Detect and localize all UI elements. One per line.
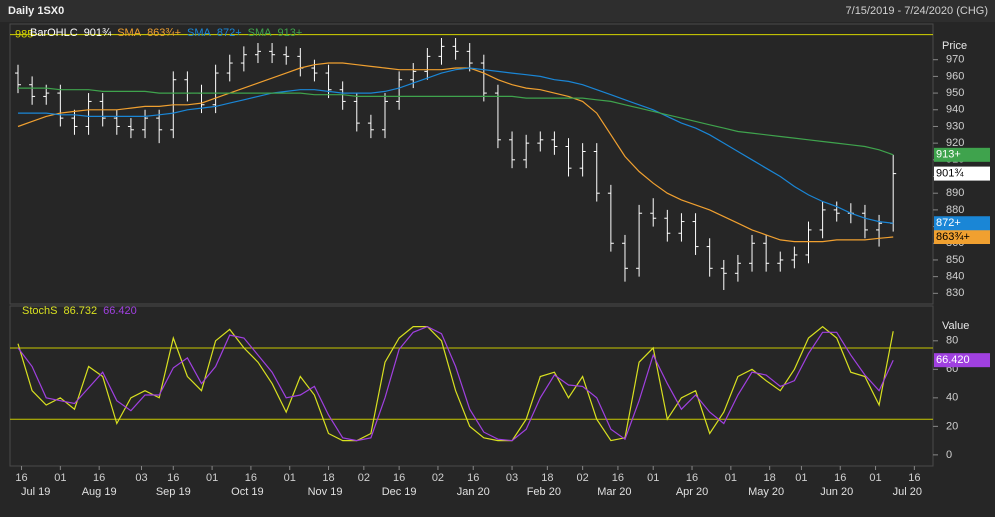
- month-label: Sep 19: [156, 486, 191, 498]
- level-label: 985: [15, 29, 33, 41]
- legend-entry: 66.420: [103, 305, 137, 317]
- x-tick-label: 01: [284, 472, 296, 484]
- x-tick-label: 02: [577, 472, 589, 484]
- legend-entry: 872+: [217, 27, 242, 39]
- date-range: 7/15/2019 - 7/24/2020 (CHG): [846, 5, 988, 17]
- x-tick-label: 16: [93, 472, 105, 484]
- legend-entry: SMA: [187, 27, 212, 39]
- y-tick-label: 890: [946, 187, 964, 199]
- price-tag-label: 913+: [936, 149, 961, 161]
- x-tick-label: 16: [834, 472, 846, 484]
- x-tick-label: 03: [506, 472, 518, 484]
- axis-title: Price: [942, 40, 967, 52]
- line: [18, 87, 894, 156]
- y-tick-label: 970: [946, 54, 964, 66]
- y-tick-label: 920: [946, 137, 964, 149]
- y-tick-label: 80: [946, 335, 958, 347]
- x-tick-label: 01: [206, 472, 218, 484]
- x-tick-label: 16: [15, 472, 27, 484]
- month-label: Mar 20: [597, 486, 631, 498]
- x-tick-label: 18: [322, 472, 334, 484]
- line: [17, 62, 894, 243]
- price-tag: [934, 230, 990, 245]
- y-tick-label: 960: [946, 70, 964, 82]
- x-tick-label: 01: [647, 472, 659, 484]
- price-tag: [934, 166, 990, 181]
- y-tick-label: 0: [946, 449, 952, 461]
- y-tick-label: 830: [946, 287, 964, 299]
- y-tick-label: 20: [946, 420, 958, 432]
- month-label: Oct 19: [231, 486, 263, 498]
- axis-title: Value: [942, 320, 969, 332]
- month-label: Jan 20: [457, 486, 490, 498]
- y-tick-label: 880: [946, 204, 964, 216]
- y-tick-label: 40: [946, 392, 958, 404]
- y-tick-label: 950: [946, 87, 964, 99]
- price-tag-label: 66.420: [936, 354, 970, 366]
- month-label: Jul 19: [21, 486, 50, 498]
- month-label: Dec 19: [382, 486, 417, 498]
- legend-entry: SMA: [248, 27, 273, 39]
- x-tick-label: 03: [135, 472, 147, 484]
- x-tick-label: 16: [612, 472, 624, 484]
- month-label: Jun 20: [820, 486, 853, 498]
- legend-entry: BarOHLC: [30, 27, 78, 39]
- line: [18, 67, 894, 224]
- price-panel: [9, 23, 934, 305]
- month-label: May 20: [748, 486, 784, 498]
- x-tick-label: 16: [686, 472, 698, 484]
- y-tick-label: 930: [946, 120, 964, 132]
- x-tick-label: 01: [869, 472, 881, 484]
- month-label: Apr 20: [676, 486, 708, 498]
- stoch-panel: [9, 305, 934, 467]
- x-tick-label: 01: [725, 472, 737, 484]
- line: [17, 325, 894, 442]
- x-tick-label: 16: [393, 472, 405, 484]
- y-tick-label: 940: [946, 104, 964, 116]
- x-tick-label: 16: [167, 472, 179, 484]
- line: [17, 325, 894, 442]
- x-tick-label: 02: [358, 472, 370, 484]
- x-tick-label: 01: [795, 472, 807, 484]
- legend-entry: 863¾+: [147, 27, 181, 39]
- legend-entry: SMA: [117, 27, 142, 39]
- legend-entry: 901¾: [84, 27, 112, 39]
- x-tick-label: 16: [245, 472, 257, 484]
- chart-title: Daily 1SX0: [8, 5, 64, 17]
- month-label: Nov 19: [308, 486, 343, 498]
- legend-entry: StochS: [22, 305, 57, 317]
- month-label: Jul 20: [893, 486, 922, 498]
- x-tick-label: 01: [54, 472, 66, 484]
- x-tick-label: 02: [432, 472, 444, 484]
- legend-entry: 86.732: [63, 305, 97, 317]
- x-tick-label: 16: [908, 472, 920, 484]
- price-tag: [934, 216, 990, 231]
- y-tick-label: 840: [946, 271, 964, 283]
- month-label: Feb 20: [527, 486, 561, 498]
- x-tick-label: 18: [764, 472, 776, 484]
- y-tick-label: 850: [946, 254, 964, 266]
- price-tag-label: 863¾+: [936, 231, 970, 243]
- price-tag: [934, 147, 990, 162]
- x-tick-label: 16: [467, 472, 479, 484]
- price-tag-label: 901¾: [936, 168, 964, 180]
- price-tag: [934, 353, 990, 368]
- legend-entry: 913+: [277, 27, 302, 39]
- price-tag-label: 872+: [936, 217, 961, 229]
- header-bar: [0, 0, 995, 22]
- month-label: Aug 19: [82, 486, 117, 498]
- x-tick-label: 18: [541, 472, 553, 484]
